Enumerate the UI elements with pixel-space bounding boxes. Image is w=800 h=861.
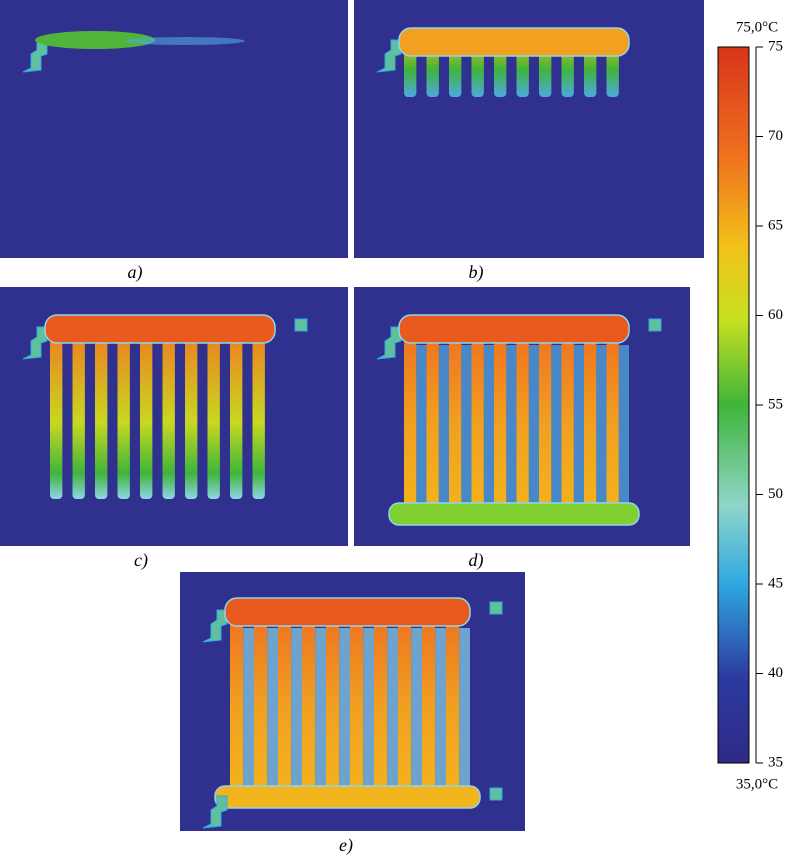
thermal-image bbox=[0, 0, 348, 258]
panel-label: b) bbox=[469, 262, 484, 283]
header-fade bbox=[125, 37, 245, 45]
valve bbox=[376, 326, 402, 360]
fin bbox=[471, 329, 484, 519]
fin bbox=[446, 612, 460, 802]
fin-gap bbox=[243, 628, 254, 788]
colorbar bbox=[717, 46, 750, 764]
fin bbox=[302, 612, 316, 802]
fin-gap bbox=[387, 628, 398, 788]
fin-gap bbox=[483, 345, 494, 505]
colorbar-tick-label: 70 bbox=[768, 128, 783, 144]
fin bbox=[254, 612, 268, 802]
fin-gap bbox=[551, 345, 562, 505]
fin bbox=[516, 329, 529, 519]
fin bbox=[252, 329, 265, 499]
fin bbox=[162, 329, 175, 499]
colorbar-tick-label: 35 bbox=[768, 754, 783, 770]
fin-gap bbox=[363, 628, 374, 788]
fin bbox=[230, 329, 243, 499]
top-header bbox=[44, 314, 276, 344]
plug bbox=[648, 318, 662, 332]
valve bbox=[22, 326, 48, 360]
panel-label: d) bbox=[469, 550, 484, 571]
valve-bottom bbox=[202, 795, 228, 829]
fin-gap bbox=[267, 628, 278, 788]
fin-gap bbox=[506, 345, 517, 505]
colorbar-tick-label: 55 bbox=[768, 396, 783, 412]
fin bbox=[50, 329, 63, 499]
fin bbox=[140, 329, 153, 499]
top-header bbox=[398, 314, 630, 344]
fin bbox=[326, 612, 340, 802]
colorbar-tick-label: 40 bbox=[768, 665, 783, 681]
fin-gap bbox=[573, 345, 584, 505]
fin-gap bbox=[435, 628, 446, 788]
fin-gap bbox=[596, 345, 607, 505]
fin-gap bbox=[459, 628, 470, 788]
fin-gap bbox=[461, 345, 472, 505]
fin bbox=[398, 612, 412, 802]
fin bbox=[185, 329, 198, 499]
colorbar-tick-label: 60 bbox=[768, 307, 783, 323]
plug bbox=[489, 601, 503, 615]
fin bbox=[72, 329, 85, 499]
fin bbox=[374, 612, 388, 802]
panel-label: e) bbox=[339, 835, 353, 856]
plug-bottom bbox=[489, 787, 503, 801]
fin-gap bbox=[315, 628, 326, 788]
fin-gap bbox=[411, 628, 422, 788]
top-header bbox=[224, 597, 471, 627]
fin-gap bbox=[438, 345, 449, 505]
plug bbox=[294, 318, 308, 332]
fin bbox=[95, 329, 108, 499]
fin bbox=[207, 329, 220, 499]
thermal-image bbox=[354, 287, 690, 546]
fin-gap bbox=[528, 345, 539, 505]
colorbar-tick-label: 65 bbox=[768, 217, 783, 233]
fin bbox=[606, 329, 619, 519]
valve bbox=[202, 609, 228, 643]
colorbar-tick-label: 75 bbox=[768, 38, 783, 54]
fin bbox=[404, 329, 417, 519]
colorbar-tick-label: 50 bbox=[768, 486, 783, 502]
fin bbox=[494, 329, 507, 519]
top-header bbox=[398, 27, 630, 57]
colorbar-max-label: 75,0°C bbox=[736, 19, 778, 35]
fin bbox=[350, 612, 364, 802]
fin-gap bbox=[291, 628, 302, 788]
thermal-panels bbox=[0, 0, 704, 831]
fin bbox=[422, 612, 436, 802]
thermal-image bbox=[354, 0, 704, 258]
panel-label: a) bbox=[128, 262, 143, 283]
fin-gap bbox=[618, 345, 629, 505]
fin-gap bbox=[339, 628, 350, 788]
fin bbox=[230, 612, 244, 802]
colorbar-tick-label: 45 bbox=[768, 575, 783, 591]
fin bbox=[426, 329, 439, 519]
bottom-header bbox=[388, 502, 640, 526]
panel-label: c) bbox=[134, 550, 148, 571]
colorbar-min-label: 35,0°C bbox=[736, 776, 778, 792]
valve bbox=[376, 39, 402, 73]
fin bbox=[561, 329, 574, 519]
header-warm bbox=[35, 31, 155, 49]
fin bbox=[584, 329, 597, 519]
thermal-image bbox=[180, 572, 525, 831]
fin bbox=[278, 612, 292, 802]
thermal-image bbox=[0, 287, 348, 546]
fin bbox=[539, 329, 552, 519]
bottom-header bbox=[214, 785, 481, 809]
fin bbox=[449, 329, 462, 519]
fin bbox=[117, 329, 130, 499]
fin-gap bbox=[416, 345, 427, 505]
